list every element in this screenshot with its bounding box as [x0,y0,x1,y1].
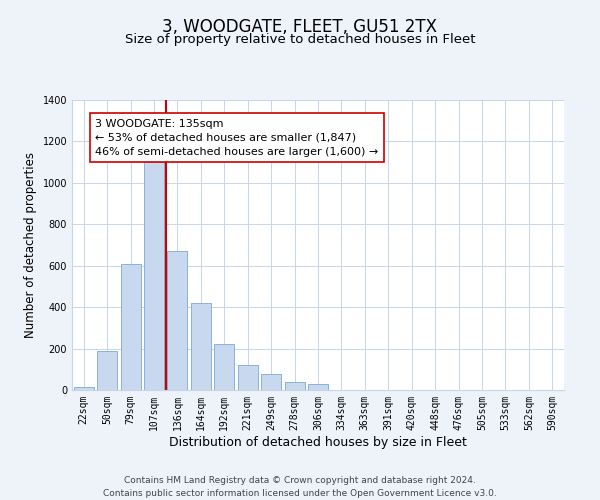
Bar [144,162,164,390]
Text: Contains HM Land Registry data © Crown copyright and database right 2024.
Contai: Contains HM Land Registry data © Crown c… [103,476,497,498]
Text: 3, WOODGATE, FLEET, GU51 2TX: 3, WOODGATE, FLEET, GU51 2TX [163,18,437,36]
Bar [191,303,211,390]
Y-axis label: Number of detached properties: Number of detached properties [24,152,37,338]
Bar [238,365,257,390]
Bar [308,384,328,390]
Bar [121,264,140,390]
Bar [167,251,187,390]
Bar [74,387,94,390]
Bar [284,382,305,390]
Bar [261,374,281,390]
Text: 3 WOODGATE: 135sqm
← 53% of detached houses are smaller (1,847)
46% of semi-deta: 3 WOODGATE: 135sqm ← 53% of detached hou… [95,118,379,156]
Bar [97,350,117,390]
Text: Size of property relative to detached houses in Fleet: Size of property relative to detached ho… [125,32,475,46]
X-axis label: Distribution of detached houses by size in Fleet: Distribution of detached houses by size … [169,436,467,448]
Bar [214,344,234,390]
